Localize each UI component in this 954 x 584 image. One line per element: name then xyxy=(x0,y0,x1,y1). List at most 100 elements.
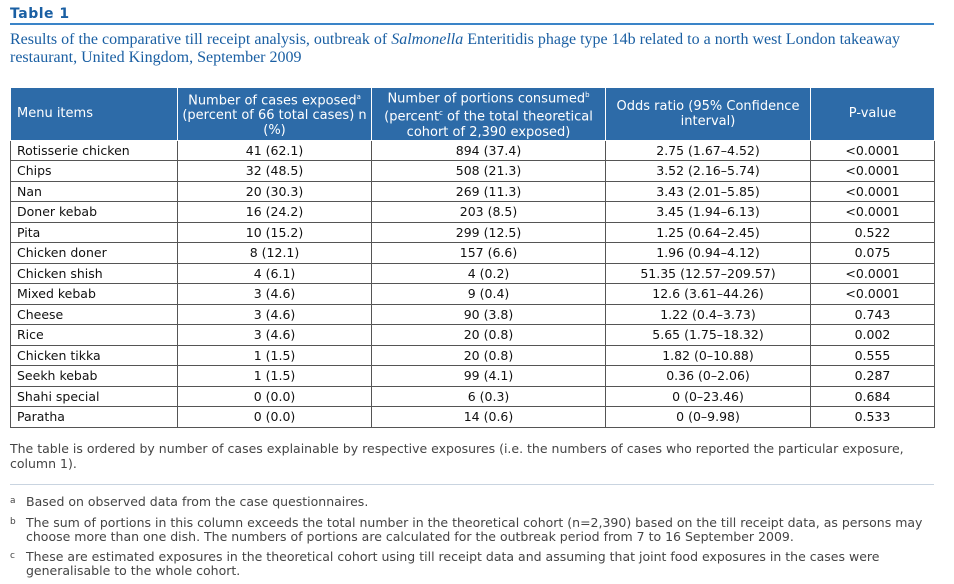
table-row: Mixed kebab 3 (4.6) 9 (0.4) 12.6 (3.61–44.2… xyxy=(10,283,935,305)
footnote-text: Based on observed data from the case que… xyxy=(26,494,369,509)
cell-menu-item: Pita xyxy=(10,221,178,244)
cell-p-value: 0.075 xyxy=(810,242,935,264)
cell-p-value: <0.0001 xyxy=(810,160,935,182)
cell-cases-exposed: 16 (24.2) xyxy=(177,201,372,223)
table-row: Pita 10 (15.2) 299 (12.5) 1.25 (0.64–2.45) 0… xyxy=(10,221,935,244)
cell-cases-exposed: 0 (0.0) xyxy=(177,385,372,408)
cell-portions-consumed: 157 (6.6) xyxy=(371,242,606,264)
cell-odds-ratio: 1.22 (0.4–3.73) xyxy=(605,303,811,326)
footnote-rule xyxy=(10,484,934,485)
cell-odds-ratio: 1.82 (0–10.88) xyxy=(605,344,811,367)
table-label: Table 1 xyxy=(10,6,70,22)
cell-p-value: 0.743 xyxy=(810,303,935,326)
title-part-2: Enteritidis phage type 14b related to a … xyxy=(10,31,900,66)
cell-p-value: 0.287 xyxy=(810,365,935,387)
cell-menu-item: Paratha xyxy=(10,406,178,428)
cell-odds-ratio: 1.96 (0.94–4.12) xyxy=(605,242,811,264)
table-header-row: Menu items Number of cases exposeda (per… xyxy=(10,87,935,141)
cell-menu-item: Chicken doner xyxy=(10,242,178,264)
cell-p-value: 0.533 xyxy=(810,406,935,428)
header-menu-items: Menu items xyxy=(10,87,178,141)
cell-portions-consumed: 6 (0.3) xyxy=(371,385,606,408)
cell-portions-consumed: 299 (12.5) xyxy=(371,221,606,244)
cell-odds-ratio: 2.75 (1.67–4.52) xyxy=(605,139,811,162)
table-body: Rotisserie chicken 41 (62.1) 894 (37.4) 2.7… xyxy=(10,139,935,428)
cell-cases-exposed: 8 (12.1) xyxy=(177,242,372,264)
header-portions-rest: of the total theoretical cohort of 2,390… xyxy=(406,109,593,140)
footnote-c: c These are estimated exposures in the th… xyxy=(10,550,930,578)
cell-cases-exposed: 32 (48.5) xyxy=(177,160,372,182)
table-row: Seekh kebab 1 (1.5) 99 (4.1) 0.36 (0–2.06) 0… xyxy=(10,365,935,387)
cell-menu-item: Chicken tikka xyxy=(10,344,178,367)
cell-portions-consumed: 20 (0.8) xyxy=(371,324,606,346)
table-row: Doner kebab 16 (24.2) 203 (8.5) 3.45 (1.94–… xyxy=(10,201,935,223)
cell-p-value: <0.0001 xyxy=(810,180,935,203)
title-italic: Salmonella xyxy=(391,31,464,48)
cell-menu-item: Rotisserie chicken xyxy=(10,139,178,162)
cell-menu-item: Nan xyxy=(10,180,178,203)
cell-cases-exposed: 0 (0.0) xyxy=(177,406,372,428)
cell-p-value: 0.522 xyxy=(810,221,935,244)
header-cases-text: Number of cases exposed xyxy=(188,92,357,108)
cell-cases-exposed: 3 (4.6) xyxy=(177,303,372,326)
header-p-value: P-value xyxy=(810,87,935,141)
cell-menu-item: Chicken shish xyxy=(10,262,178,285)
cell-portions-consumed: 508 (21.3) xyxy=(371,160,606,182)
cell-odds-ratio: 0.36 (0–2.06) xyxy=(605,365,811,387)
cell-portions-consumed: 99 (4.1) xyxy=(371,365,606,387)
header-portions-sup2: c xyxy=(439,109,443,118)
table-row: Chicken tikka 1 (1.5) 20 (0.8) 1.82 (0–10.8… xyxy=(10,344,935,367)
table-row: Cheese 3 (4.6) 90 (3.8) 1.22 (0.4–3.73) 0.74… xyxy=(10,303,935,326)
footnote-a: a Based on observed data from the case qu… xyxy=(10,495,930,509)
cell-p-value: 0.555 xyxy=(810,344,935,367)
cell-p-value: 0.684 xyxy=(810,385,935,408)
cell-odds-ratio: 1.25 (0.64–2.45) xyxy=(605,221,811,244)
cell-portions-consumed: 4 (0.2) xyxy=(371,262,606,285)
header-portions-sup: b xyxy=(585,91,590,99)
header-portions-text: Number of portions consumed xyxy=(387,91,586,107)
header-cases-rest: (percent of 66 total cases) n (%) xyxy=(182,107,367,138)
table-row: Rotisserie chicken 41 (62.1) 894 (37.4) 2.7… xyxy=(10,139,935,162)
cell-cases-exposed: 1 (1.5) xyxy=(177,344,372,367)
cell-cases-exposed: 3 (4.6) xyxy=(177,283,372,305)
cell-menu-item: Seekh kebab xyxy=(10,365,178,387)
cell-portions-consumed: 14 (0.6) xyxy=(371,406,606,428)
cell-cases-exposed: 1 (1.5) xyxy=(177,365,372,387)
cell-odds-ratio: 0 (0–9.98) xyxy=(605,406,811,428)
cell-cases-exposed: 4 (6.1) xyxy=(177,262,372,285)
table-row: Paratha 0 (0.0) 14 (0.6) 0 (0–9.98) 0.533 xyxy=(10,406,935,428)
cell-p-value: <0.0001 xyxy=(810,262,935,285)
cell-p-value: <0.0001 xyxy=(810,283,935,305)
footnote-b: b The sum of portions in this column exce… xyxy=(10,516,930,544)
results-table: Menu items Number of cases exposeda (per… xyxy=(10,87,935,428)
cell-odds-ratio: 3.43 (2.01–5.85) xyxy=(605,180,811,203)
table-row: Chips 32 (48.5) 508 (21.3) 3.52 (2.16–5.74)… xyxy=(10,160,935,182)
header-odds-ratio: Odds ratio (95% Confidence interval) xyxy=(605,87,811,141)
cell-menu-item: Shahi special xyxy=(10,385,178,408)
label-rule xyxy=(10,23,934,25)
cell-odds-ratio: 0 (0–23.46) xyxy=(605,385,811,408)
header-cases-exposed: Number of cases exposeda (percent of 66 … xyxy=(177,87,372,141)
cell-menu-item: Cheese xyxy=(10,303,178,326)
table-note: The table is ordered by number of cases … xyxy=(10,441,904,471)
cell-portions-consumed: 269 (11.3) xyxy=(371,180,606,203)
title-part-1: Results of the comparative till receipt … xyxy=(10,31,392,48)
cell-portions-consumed: 203 (8.5) xyxy=(371,201,606,223)
table-row: Nan 20 (30.3) 269 (11.3) 3.43 (2.01–5.85) <0… xyxy=(10,180,935,203)
cell-odds-ratio: 12.6 (3.61–44.26) xyxy=(605,283,811,305)
table-title: Results of the comparative till receipt … xyxy=(10,31,930,67)
cell-odds-ratio: 3.45 (1.94–6.13) xyxy=(605,201,811,223)
cell-portions-consumed: 90 (3.8) xyxy=(371,303,606,326)
cell-odds-ratio: 5.65 (1.75–18.32) xyxy=(605,324,811,346)
cell-p-value: <0.0001 xyxy=(810,139,935,162)
footnote-text: These are estimated exposures in the the… xyxy=(26,549,880,578)
table-row: Rice 3 (4.6) 20 (0.8) 5.65 (1.75–18.32) 0.00… xyxy=(10,324,935,346)
cell-cases-exposed: 41 (62.1) xyxy=(177,139,372,162)
header-portions-consumed: Number of portions consumedb (percentc o… xyxy=(371,87,606,141)
cell-p-value: 0.002 xyxy=(810,324,935,346)
table-row: Shahi special 0 (0.0) 6 (0.3) 0 (0–23.46) 0.… xyxy=(10,385,935,408)
cell-cases-exposed: 20 (30.3) xyxy=(177,180,372,203)
cell-menu-item: Rice xyxy=(10,324,178,346)
header-cases-sup: a xyxy=(356,92,361,101)
cell-menu-item: Mixed kebab xyxy=(10,283,178,305)
